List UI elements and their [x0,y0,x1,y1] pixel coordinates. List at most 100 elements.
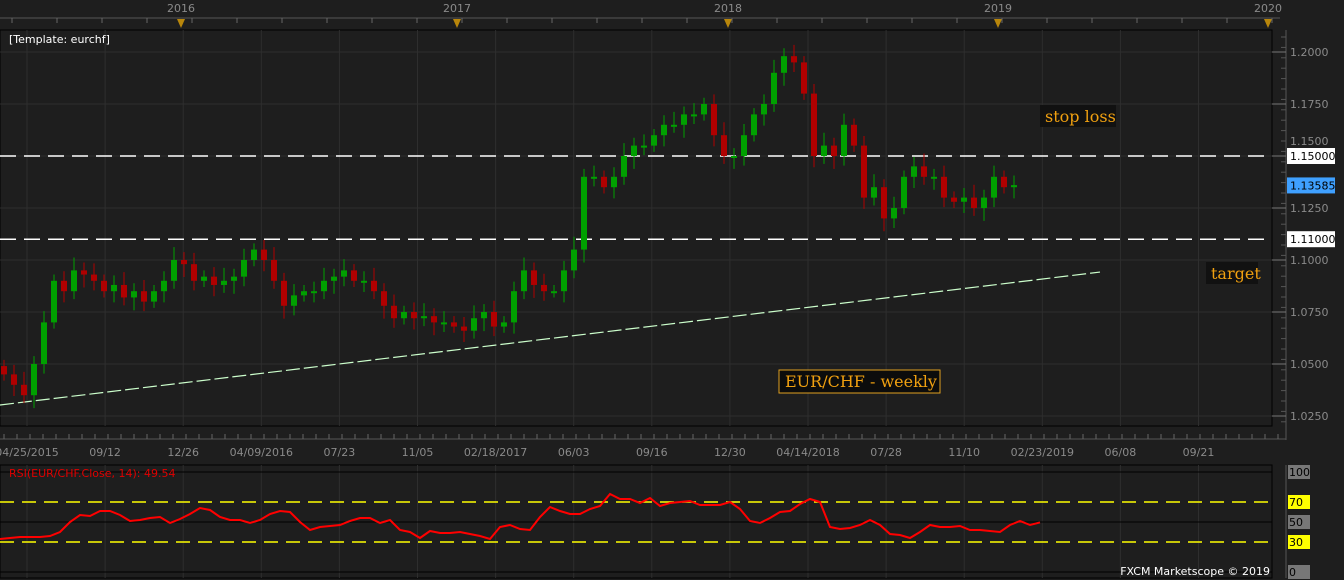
candle-body [281,280,287,306]
candle [351,264,357,288]
candle [641,134,647,156]
candle [1,359,7,381]
candle [291,284,297,316]
candle-body [691,114,697,117]
price-tick-label: 1.1000 [1290,254,1329,267]
candle [631,137,637,169]
candle [951,191,957,208]
candle-body [51,280,57,323]
candle [201,270,207,288]
candle-body [91,274,97,281]
candle-body [561,270,567,292]
candle [651,128,657,152]
candle [961,188,967,213]
candle [851,118,857,152]
candle-body [791,56,797,63]
rsi-tick-label: 70 [1289,496,1303,509]
candle [591,165,597,187]
stop-loss-annotation[interactable]: stop loss [1040,105,1116,127]
candle [671,111,677,133]
candle-body [341,270,347,277]
candle [191,252,197,291]
candle [361,271,367,293]
level-price-label: 1.11000 [1290,233,1336,246]
candle [881,179,887,232]
candle-body [381,291,387,306]
candle [241,248,247,287]
candle-body [491,312,497,327]
year-ruler[interactable]: 2016 2017 2018 2019 2020 [0,0,1344,30]
candle [691,103,697,124]
candle-body [881,187,887,219]
price-axis[interactable]: 1.2000 1.1750 1.1500 1.1250 1.1000 1.0750 1.05… [1272,30,1336,440]
candle-body [471,318,477,331]
candle [231,268,237,294]
price-tick-label: 1.2000 [1290,46,1329,59]
candle-body [261,249,267,260]
candle-body [541,284,547,292]
candle [141,279,147,312]
candle [511,281,517,334]
candle-body [1011,185,1017,188]
rsi-panel[interactable]: RSI(EUR/CHF.Close, 14): 49.54 FXCM Marke… [0,464,1273,579]
candle [461,316,467,342]
candle-body [121,284,127,298]
rsi-tick-badge [1288,495,1310,509]
candle [421,303,427,327]
date-tick-label: 02/23/2019 [1011,446,1074,459]
candle-body [1001,176,1007,188]
candle-body [631,145,637,156]
level-price-badge [1287,231,1335,248]
candle-body [891,208,897,219]
candle-body [761,104,767,115]
candle [171,247,177,289]
candle-body [501,322,507,327]
candle-body [581,176,587,250]
candle [31,356,37,409]
candle-body [201,276,207,281]
year-marker-icon [1264,19,1272,28]
candle-body [611,176,617,188]
candle [451,316,457,333]
candle-body [971,197,977,208]
price-panel[interactable]: [Template: eurchf] stop loss target EUR/… [0,29,1273,427]
timeframe-label: EUR/CHF - weekly [785,372,937,391]
candle-body [841,124,847,156]
candle-body [211,276,217,285]
candle-body [191,264,197,281]
candle-body [231,276,237,281]
candle-body [161,280,167,292]
rsi-label: RSI(EUR/CHF.Close, 14): 49.54 [9,467,175,480]
candle [121,272,127,306]
current-price-label: 1.13585 [1290,179,1336,192]
date-axis[interactable]: 04/25/2015 09/12 12/26 04/09/2016 07/23 11/05… [0,434,1286,459]
candle [501,316,507,333]
candle [321,267,327,300]
candle-body [511,291,517,323]
candle-body [641,145,647,148]
candle [781,48,787,86]
candle-body [31,364,37,396]
candle [251,243,257,267]
timeframe-annotation[interactable]: EUR/CHF - weekly [778,369,941,394]
candle-body [521,270,527,292]
price-tick-label: 1.0250 [1290,410,1329,423]
candle-body [241,260,247,277]
candle [991,165,997,208]
trendline [0,271,1101,406]
candle-body [291,295,297,306]
candle [911,156,917,189]
candle [831,137,837,169]
candle-body [551,291,557,294]
target-annotation[interactable]: target [1206,262,1261,284]
date-tick-label: 04/25/2015 [0,446,59,459]
candle-body [351,270,357,281]
candle [971,184,977,216]
candle-body [781,56,787,73]
candle [521,257,527,300]
rsi-axis[interactable]: 100 70 50 30 0 [1285,465,1310,579]
candle-body [731,156,737,158]
candle-body [221,280,227,285]
candle [681,106,687,138]
